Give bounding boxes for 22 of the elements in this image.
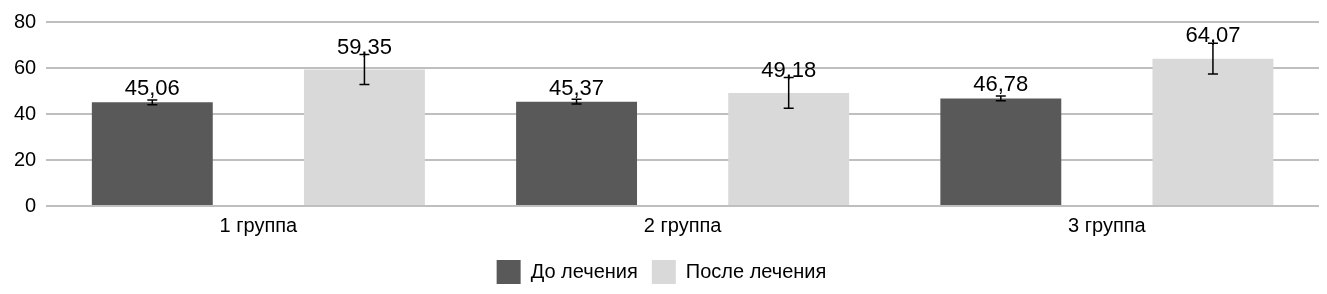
bar: [940, 98, 1062, 205]
bar: [91, 102, 213, 205]
data-label: 59,35: [336, 33, 392, 59]
bar: [1152, 58, 1274, 205]
y-tick-label: 60: [14, 55, 37, 78]
bar: [516, 101, 638, 205]
data-label: 45,37: [549, 74, 605, 100]
bar: [303, 69, 425, 205]
x-tick-label: 2 группа: [643, 213, 723, 236]
y-tick-label: 20: [14, 147, 37, 170]
y-tick-label: 80: [14, 9, 37, 32]
data-label: 49,18: [761, 56, 817, 82]
legend-label: После лечения: [685, 259, 827, 282]
bar: [728, 92, 850, 205]
legend-label: До лечения: [530, 259, 638, 282]
data-label: 45,06: [124, 75, 180, 101]
data-label: 64,07: [1185, 22, 1241, 48]
y-tick-label: 0: [25, 193, 37, 216]
data-label: 46,78: [973, 71, 1029, 97]
x-tick-label: 1 группа: [219, 213, 299, 236]
y-tick-label: 40: [14, 101, 37, 124]
x-tick-label: 3 группа: [1068, 213, 1147, 236]
